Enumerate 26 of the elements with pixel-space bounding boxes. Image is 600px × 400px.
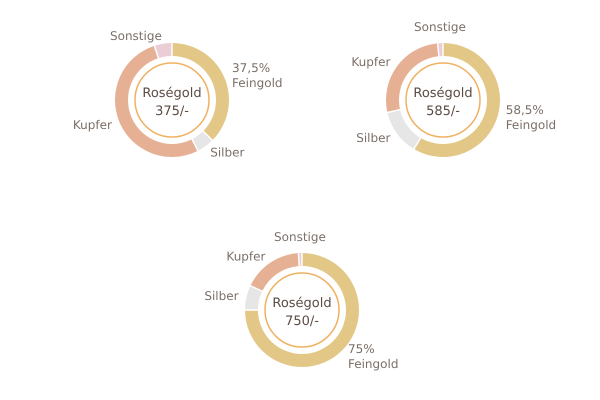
slice-label: Kupfer [351, 54, 390, 69]
slice-label: Feingold [232, 76, 283, 90]
slice-label: Feingold [348, 356, 398, 371]
slice-label: Kupfer [226, 249, 266, 264]
slice-label: Silber [204, 288, 239, 303]
donut-slice [155, 43, 172, 58]
text: Roségold [413, 86, 473, 101]
slice-label: Sonstige [274, 230, 326, 244]
donut-slice [245, 286, 262, 310]
data-label: 37,5% [232, 61, 270, 76]
text: 750/- [285, 314, 320, 329]
donut-slice [414, 43, 500, 157]
slice-label: Silber [356, 131, 390, 146]
text: Roségold [272, 296, 332, 311]
data-label: 75% [348, 342, 375, 356]
donut-slice [192, 132, 212, 150]
slice-label: Feingold [506, 118, 556, 132]
donut-slice [438, 43, 442, 56]
slice-label: Sonstige [110, 28, 162, 43]
text: 585/- [426, 104, 460, 119]
text: Roségold [142, 86, 202, 101]
slice-label: Silber [210, 146, 244, 160]
slice-label: Sonstige [414, 20, 466, 34]
slice-label: Kupfer [72, 118, 112, 132]
text: 375/- [155, 104, 190, 119]
data-label: 58,5% [506, 103, 544, 118]
